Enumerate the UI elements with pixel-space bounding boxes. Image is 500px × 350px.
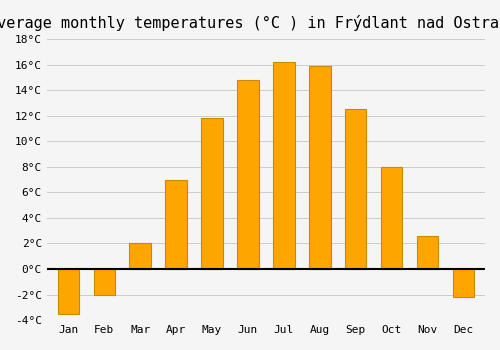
Bar — [452, 269, 474, 297]
Bar — [345, 109, 366, 269]
Bar — [273, 62, 294, 269]
Bar — [381, 167, 402, 269]
Bar — [202, 118, 223, 269]
Bar — [58, 269, 79, 314]
Bar — [130, 244, 151, 269]
Title: Average monthly temperatures (°C ) in Frýdlant nad Ostravicí-: Average monthly temperatures (°C ) in Fr… — [0, 15, 500, 31]
Bar — [166, 180, 187, 269]
Bar — [237, 80, 258, 269]
Bar — [309, 66, 330, 269]
Bar — [417, 236, 438, 269]
Bar — [94, 269, 115, 295]
